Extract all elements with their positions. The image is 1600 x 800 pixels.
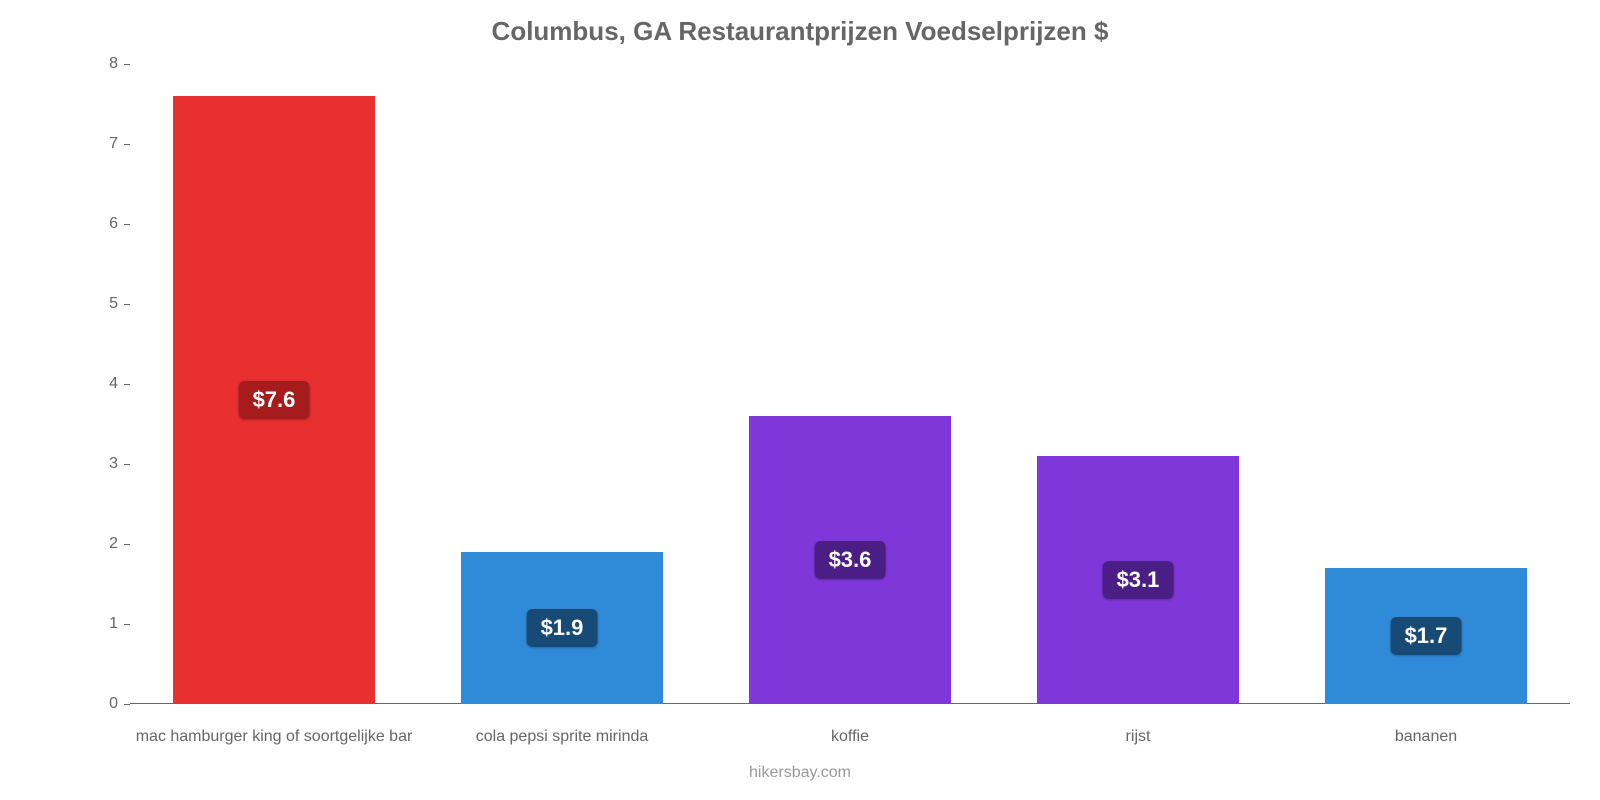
x-tick-label: mac hamburger king of soortgelijke bar — [136, 728, 413, 746]
chart-container: Columbus, GA Restaurantprijzen Voedselpr… — [0, 0, 1600, 800]
bar-value-badge: $3.6 — [815, 541, 886, 579]
y-tick-label: 8 — [109, 55, 118, 73]
y-tick-label: 4 — [109, 375, 118, 393]
chart-title: Columbus, GA Restaurantprijzen Voedselpr… — [0, 16, 1600, 47]
y-tick-label: 0 — [109, 695, 118, 713]
y-tick-label: 1 — [109, 615, 118, 633]
y-tick-mark — [124, 384, 130, 385]
y-tick-mark — [124, 544, 130, 545]
bar: $3.6 — [749, 416, 951, 704]
y-tick-mark — [124, 704, 130, 705]
bar-value-badge: $1.9 — [527, 609, 598, 647]
bar-value-badge: $7.6 — [239, 381, 310, 419]
x-tick-label: bananen — [1395, 728, 1457, 746]
plot-area: 012345678$7.6mac hamburger king of soort… — [130, 64, 1570, 704]
y-tick-mark — [124, 304, 130, 305]
x-tick-label: cola pepsi sprite mirinda — [476, 728, 649, 746]
bar-value-badge: $3.1 — [1103, 561, 1174, 599]
bar: $1.7 — [1325, 568, 1527, 704]
x-tick-label: rijst — [1126, 728, 1151, 746]
bar: $1.9 — [461, 552, 663, 704]
y-tick-mark — [124, 64, 130, 65]
y-tick-label: 5 — [109, 295, 118, 313]
y-tick-label: 7 — [109, 135, 118, 153]
bar-value-badge: $1.7 — [1391, 617, 1462, 655]
y-tick-mark — [124, 144, 130, 145]
bar: $7.6 — [173, 96, 375, 704]
y-tick-label: 2 — [109, 535, 118, 553]
y-tick-mark — [124, 224, 130, 225]
x-tick-label: koffie — [831, 728, 869, 746]
y-tick-mark — [124, 464, 130, 465]
y-tick-label: 3 — [109, 455, 118, 473]
y-tick-mark — [124, 624, 130, 625]
bar: $3.1 — [1037, 456, 1239, 704]
chart-caption: hikersbay.com — [0, 764, 1600, 782]
y-tick-label: 6 — [109, 215, 118, 233]
